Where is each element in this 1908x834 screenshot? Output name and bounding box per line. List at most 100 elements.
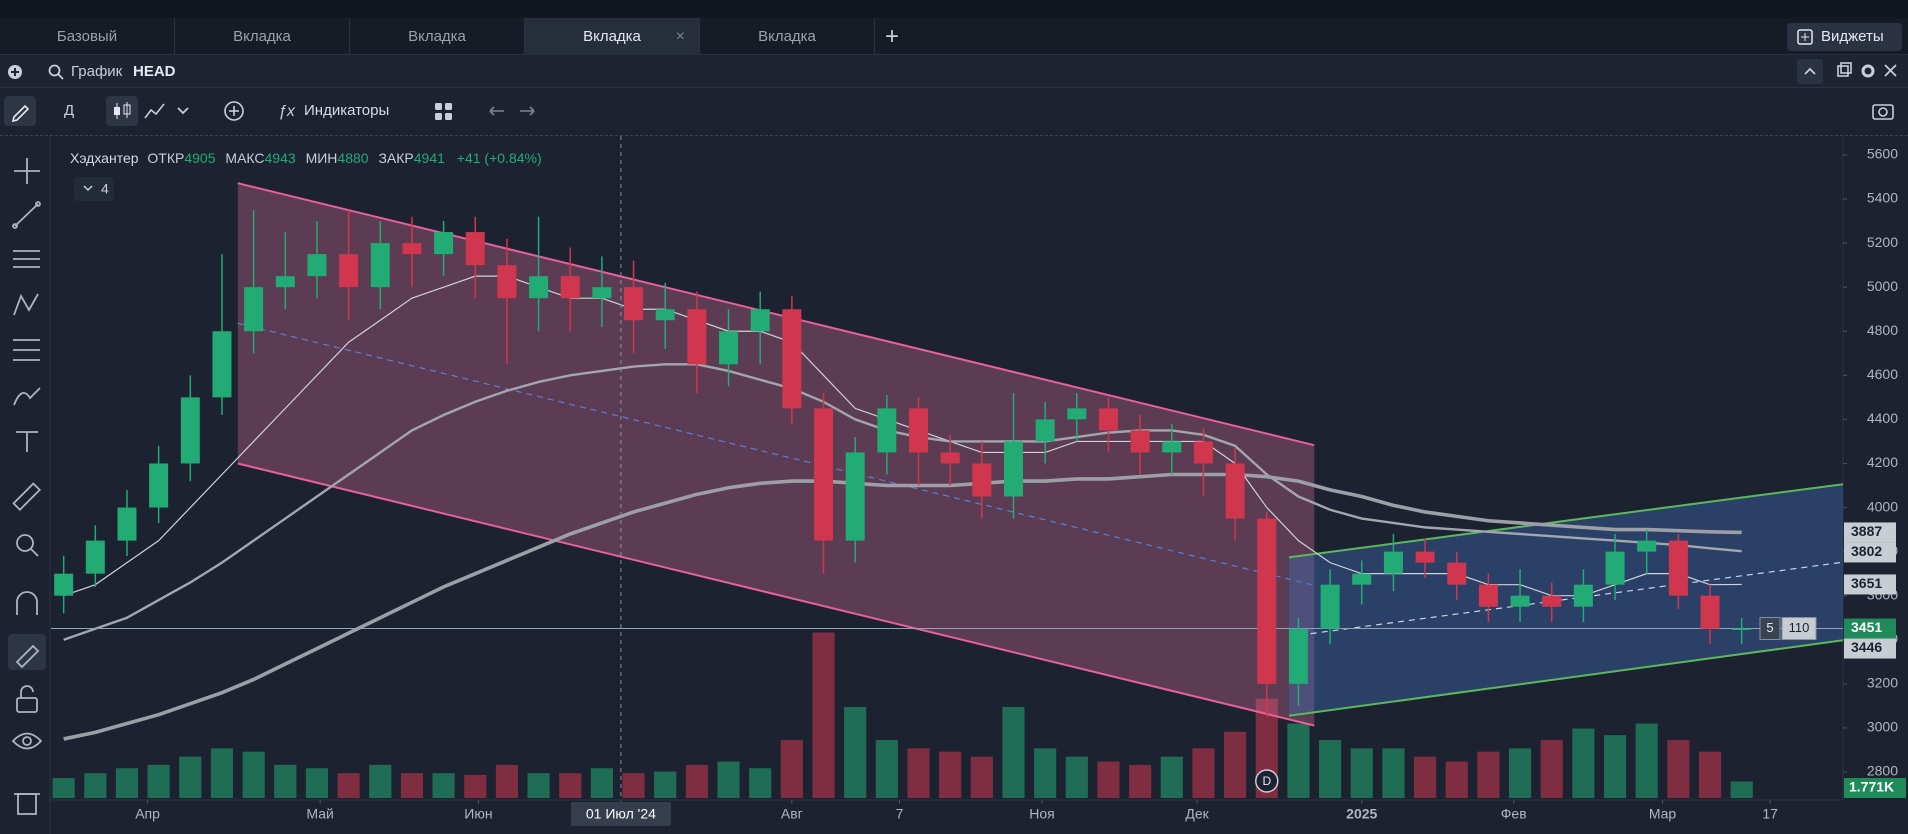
volume-bar <box>1160 756 1183 798</box>
candle-body <box>402 243 422 255</box>
chart-type-icons[interactable] <box>142 96 202 126</box>
interval-button[interactable]: Д <box>64 102 75 119</box>
volume-bar <box>1667 740 1690 798</box>
volume-bar <box>1129 764 1152 798</box>
volume-bar <box>210 748 234 798</box>
order-label-bg <box>1781 617 1817 641</box>
candle-body <box>1700 595 1720 629</box>
volume-bar <box>1445 761 1468 798</box>
indicators-button[interactable]: Индикаторы <box>304 102 390 119</box>
volume-bar <box>1698 751 1722 798</box>
candle-body <box>180 397 200 464</box>
candle-body <box>212 331 232 398</box>
search-icon[interactable] <box>48 64 64 80</box>
brush-tool[interactable] <box>13 387 41 406</box>
volume-bar <box>115 768 139 798</box>
window-icons <box>1837 62 1897 78</box>
magnet-tool[interactable] <box>16 591 38 615</box>
horizontal-tool[interactable] <box>13 250 40 268</box>
order-label: 5 <box>1766 620 1773 635</box>
volume-bar <box>1065 756 1088 798</box>
candles-icon <box>114 102 131 119</box>
candle-body <box>54 573 74 596</box>
maximize-icon[interactable] <box>1837 62 1852 77</box>
channel-midline <box>1288 561 1843 638</box>
candle-body <box>877 408 897 453</box>
y-tick-label: 4600 <box>1867 366 1898 382</box>
settings-icon[interactable] <box>1861 64 1875 78</box>
fib-tool[interactable] <box>13 339 40 361</box>
compare-icon[interactable] <box>222 96 246 126</box>
x-tick-label: 01 Июл '24 <box>586 806 656 822</box>
draw-button[interactable] <box>4 96 36 126</box>
lock-tool[interactable] <box>16 685 38 713</box>
candle-body <box>434 232 454 255</box>
volume-bar <box>369 764 392 798</box>
channel-fill <box>1288 484 1843 716</box>
x-tick-label: Июн <box>464 806 492 822</box>
volume-label-bg <box>1844 778 1906 798</box>
candle-body <box>655 309 675 321</box>
y-tick-label: 2800 <box>1867 763 1898 779</box>
delete-tool[interactable] <box>14 793 40 815</box>
layouts-icon[interactable] <box>432 96 456 126</box>
legend-name: Хэдхантер <box>70 150 139 166</box>
crosshair-tool[interactable] <box>14 158 40 184</box>
volume-bar <box>179 756 202 798</box>
undo-redo-icons[interactable] <box>484 96 544 126</box>
measure-tool[interactable] <box>12 482 42 512</box>
ticker[interactable]: HEAD <box>133 63 176 80</box>
candle-body <box>940 452 960 464</box>
legend-label: МИН <box>306 150 338 166</box>
candle-body <box>972 463 992 497</box>
close-icon[interactable] <box>1884 64 1897 77</box>
tab[interactable]: Вкладка × <box>525 18 700 55</box>
fx-icon: ƒx <box>278 103 296 120</box>
candle-body <box>1003 441 1023 497</box>
indicator-toggle[interactable] <box>74 177 114 201</box>
volume-bar <box>717 761 740 798</box>
tab[interactable]: Вкладка <box>700 18 875 55</box>
legend-value: 4943 <box>265 150 296 166</box>
candles-button[interactable] <box>106 96 138 126</box>
candle-body <box>339 254 359 288</box>
volume-label: 1.771K <box>1849 779 1894 795</box>
lock-drawings-tool[interactable] <box>15 644 40 669</box>
chart-label: График <box>71 63 123 80</box>
collapse-button[interactable] <box>1797 59 1823 84</box>
tab[interactable]: Вкладка <box>350 18 525 55</box>
volume-bar <box>1635 723 1658 798</box>
tab-bar: Базовый Вкладка Вкладка Вкладка × Вкладка + В… <box>0 18 1908 55</box>
x-tick-label: 7 <box>896 806 904 822</box>
candle-body <box>1415 551 1435 563</box>
crosshair-label-bg <box>570 802 671 826</box>
channel-edge <box>1288 639 1843 717</box>
price-label: 3651 <box>1851 575 1882 591</box>
widgets-button[interactable]: Виджеты <box>1787 23 1902 51</box>
snapshot-icon[interactable] <box>1870 96 1896 126</box>
tab[interactable]: Вкладка <box>175 18 350 55</box>
tab[interactable]: Базовый <box>0 18 175 55</box>
add-icon[interactable] <box>7 64 23 80</box>
visibility-tool[interactable] <box>11 732 43 750</box>
candle-body <box>1257 518 1277 684</box>
add-tab-button[interactable]: + <box>884 23 899 50</box>
legend: Хэдхантер ОТКР4905 МАКС4943 МИН4880 ЗАКР… <box>70 150 542 166</box>
candle-body <box>1637 540 1657 552</box>
candle-body <box>1098 408 1118 431</box>
text-tool[interactable] <box>16 431 38 452</box>
tab-close[interactable]: × <box>675 28 685 45</box>
zoom-tool[interactable] <box>16 534 39 557</box>
trendline-tool[interactable] <box>12 201 41 229</box>
volume-bar <box>52 778 75 798</box>
price-label-bg <box>1844 574 1896 595</box>
candle-body <box>814 408 834 541</box>
volume-bar <box>1508 748 1532 798</box>
candle-body <box>1067 408 1087 420</box>
legend-label: ОТКР <box>147 150 184 166</box>
pattern-tool[interactable] <box>13 293 39 316</box>
candle-body <box>592 287 612 299</box>
widgets-icon <box>1797 29 1813 45</box>
